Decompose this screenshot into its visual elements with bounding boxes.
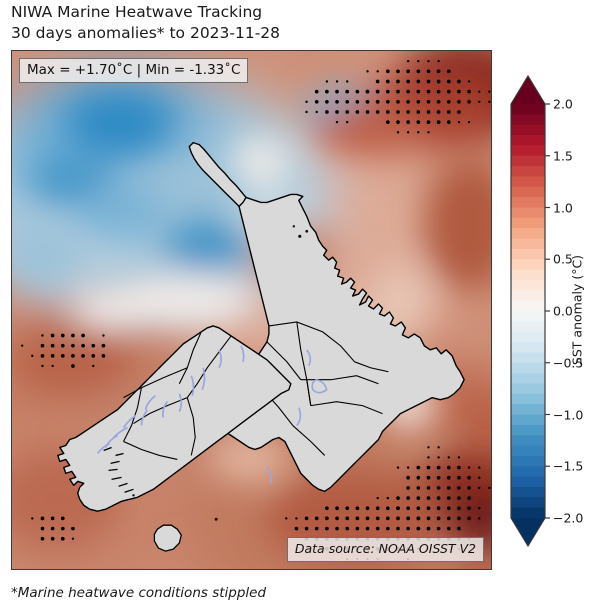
north-island-coastline — [194, 193, 465, 492]
page-title: NIWA Marine Heatwave Tracking 30 days an… — [11, 2, 491, 44]
anomaly-field — [12, 51, 491, 569]
colorbar-canvas — [510, 74, 550, 548]
colorbar-tick-label: 0.5 — [553, 251, 573, 267]
south-island-waterways — [96, 345, 245, 454]
fiordland-coast — [103, 446, 134, 493]
colorbar-axis-label: SST anomaly (°C) — [569, 254, 585, 366]
colorbar-tick-label: 2.0 — [553, 96, 573, 112]
colorbar-tick-label: −1.5 — [553, 458, 584, 474]
max-min-annotation: Max = +1.70˚C | Min = -1.33˚C — [19, 58, 249, 83]
colorbar-tick-label: 0.0 — [553, 303, 573, 319]
colorbar-outline — [510, 74, 546, 548]
colorbar[interactable]: 2.0 1.5 1.0 0.5 0.0 −0.5 −1.0 −1.5 −2.0 SST anom… — [505, 60, 600, 560]
colorbar-tick-label: 1.5 — [553, 148, 573, 164]
colorbar-tick-label: −1.0 — [553, 407, 584, 422]
data-source-annotation: Data source: NOAA OISST V2 — [286, 537, 484, 562]
colorbar-tick-label: 1.0 — [553, 200, 573, 215]
sst-anomaly-map[interactable]: Max = +1.70˚C | Min = -1.33˚C Data sourc… — [11, 50, 492, 570]
south-island-coastline — [57, 325, 292, 512]
colorbar-bands — [511, 76, 545, 546]
northland-peninsula — [188, 141, 247, 208]
new-zealand-landmass — [57, 141, 465, 552]
title-line-2: 30 days anomalies* to 2023-11-28 — [11, 24, 281, 42]
colorbar-tick-label: −0.5 — [553, 355, 584, 371]
offshore-islets — [132, 225, 309, 521]
map-canvas — [12, 51, 491, 569]
title-line-1: NIWA Marine Heatwave Tracking — [11, 3, 263, 21]
north-island-waterways — [266, 349, 328, 484]
colorbar-tick-label: −2.0 — [553, 510, 584, 526]
footnote: *Marine heatwave conditions stippled — [11, 585, 267, 601]
colorbar-ticks — [545, 103, 550, 519]
stewart-island — [153, 524, 182, 552]
